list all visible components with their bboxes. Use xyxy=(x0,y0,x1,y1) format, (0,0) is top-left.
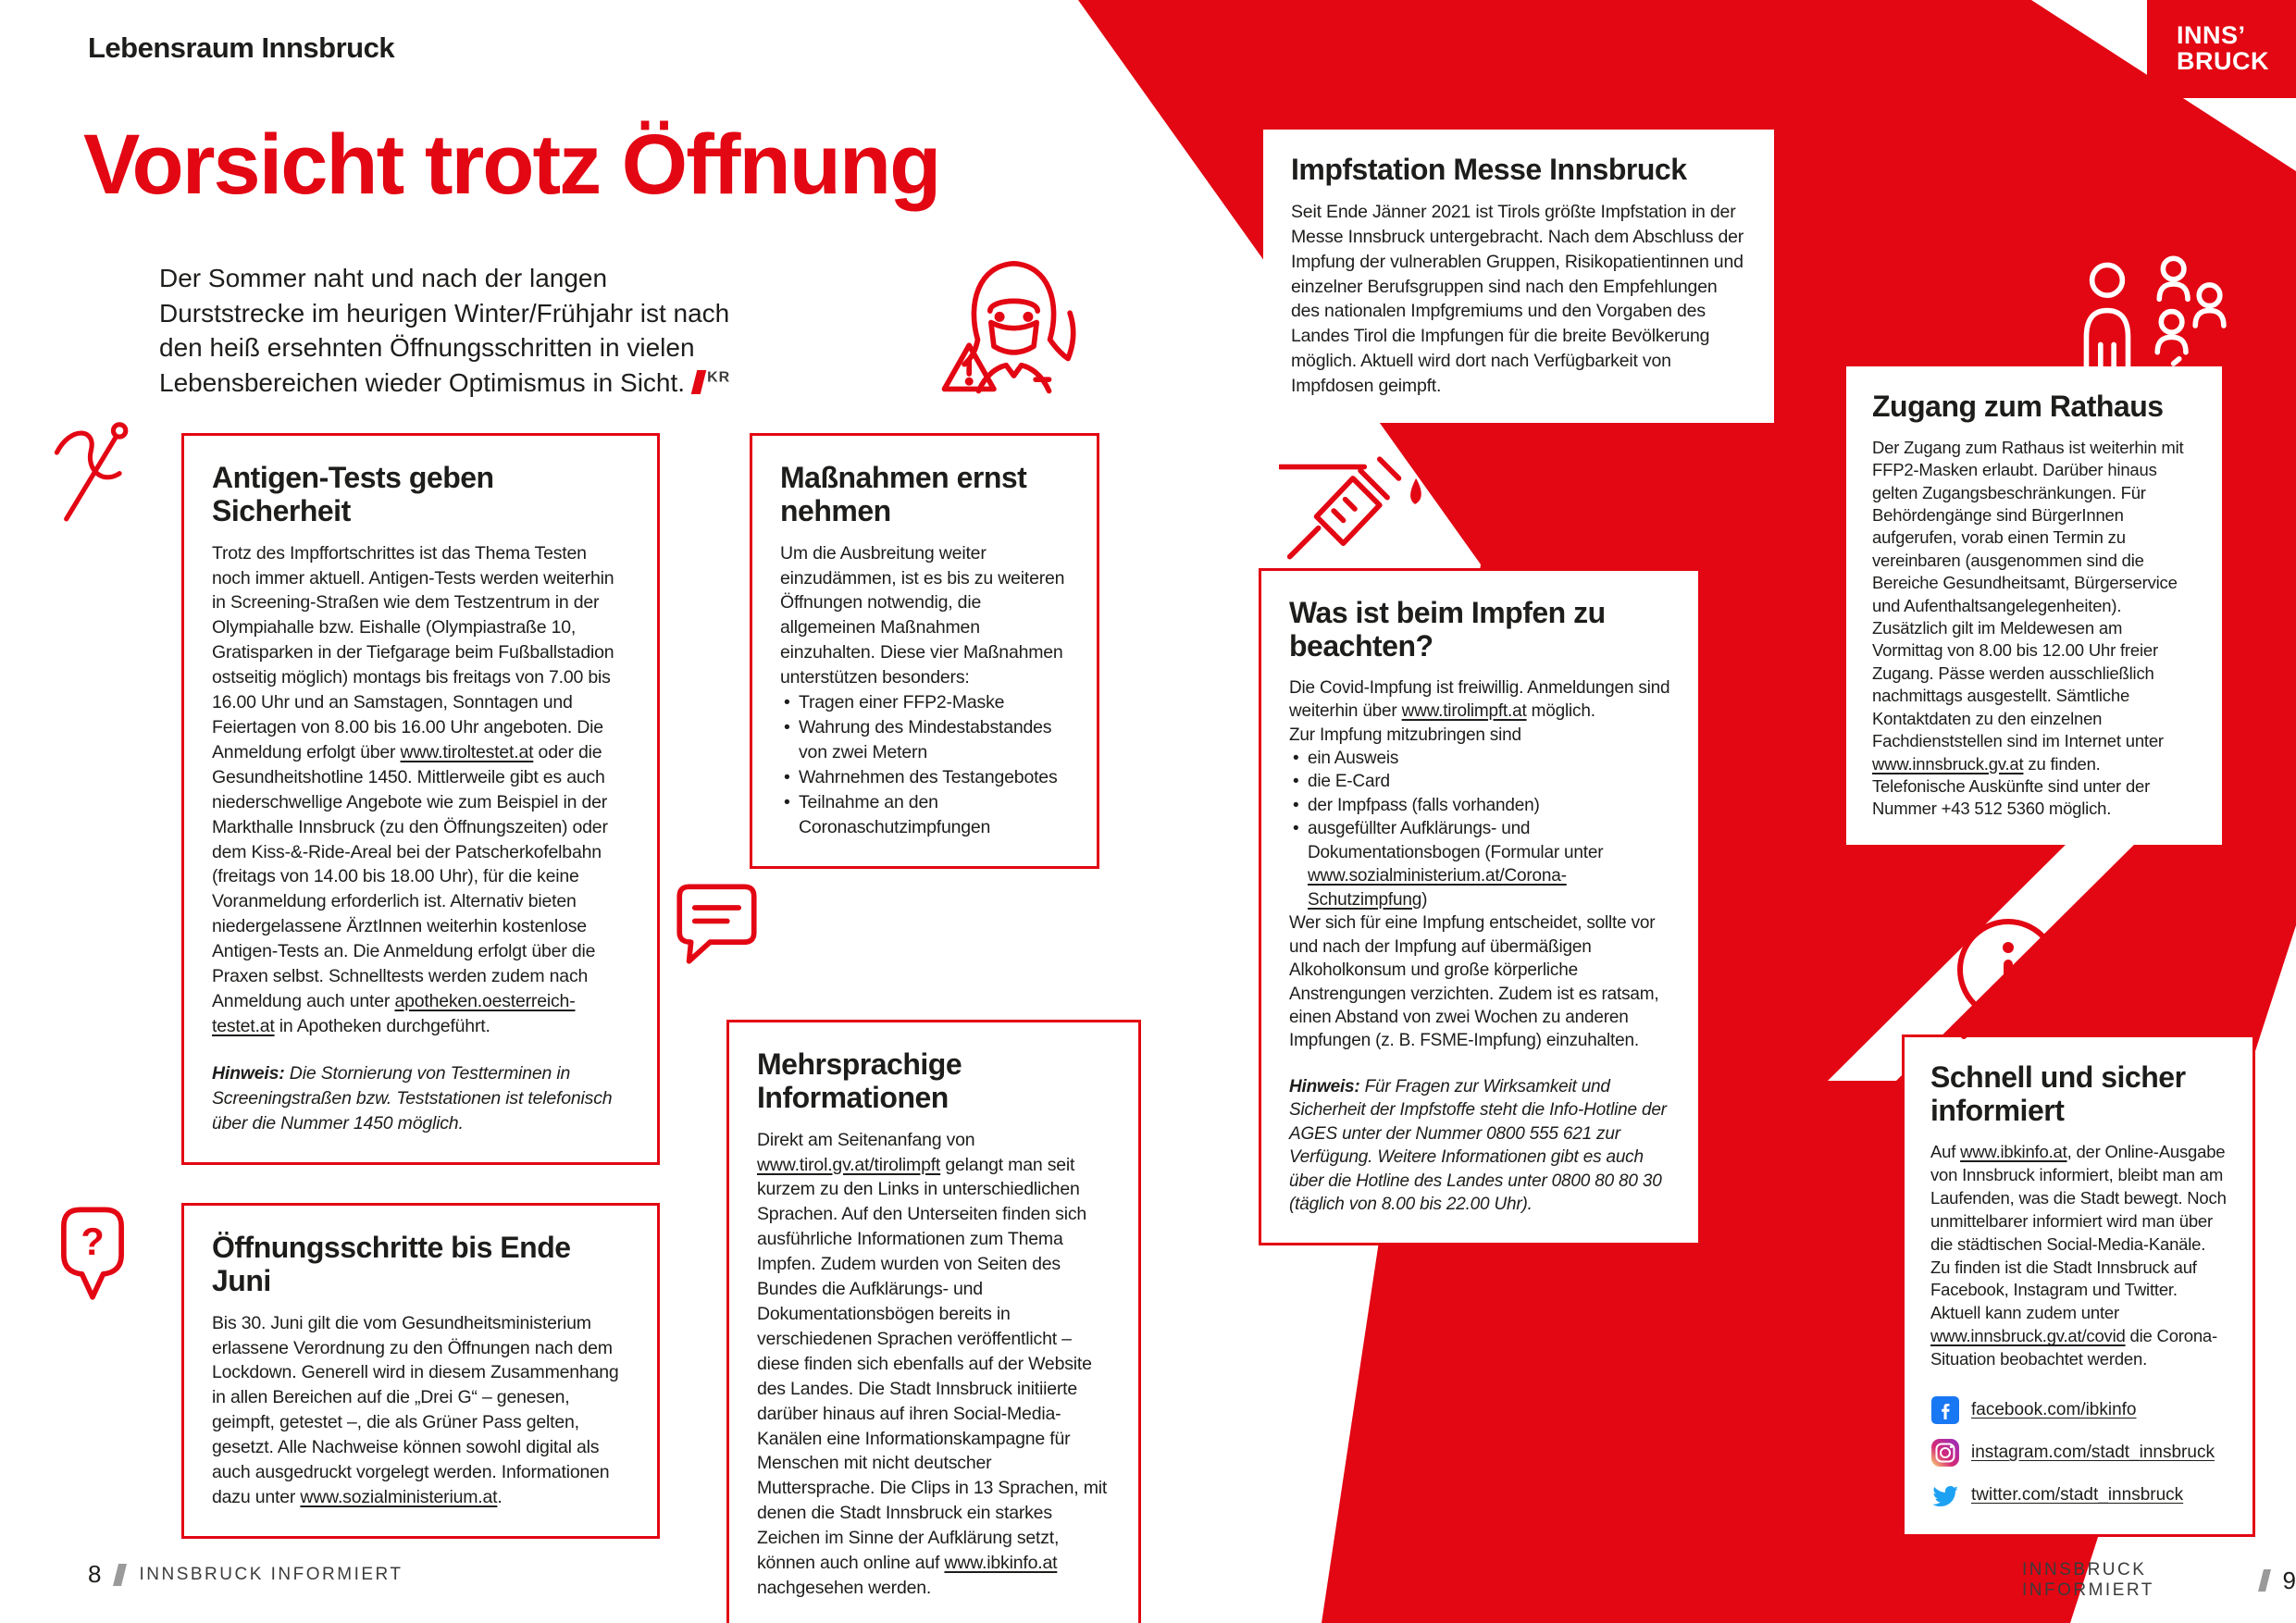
box-title: Mehrsprachige Informationen xyxy=(757,1047,962,1114)
box-title: Antigen-Tests geben Sicherheit xyxy=(212,461,494,527)
intro-text: Der Sommer naht und nach der langen Durs… xyxy=(159,264,730,397)
box-title: Öffnungsschritte bis Ende Juni xyxy=(212,1231,571,1297)
bullet-item: die E-Card xyxy=(1289,770,1670,794)
bullet-item: Wahrnehmen des Testangebotes xyxy=(780,765,1069,790)
inline-link[interactable]: apotheken.oesterreich-testet.at xyxy=(212,990,576,1036)
author-initials: KR xyxy=(707,369,731,386)
inline-link[interactable]: www.tirolimpft.at xyxy=(1401,701,1527,722)
inline-link[interactable]: www.innsbruck.gv.at/covid xyxy=(1930,1326,2126,1346)
logo-line1: INNS’ xyxy=(2177,21,2246,49)
bullet-item: ausgefüllter Aufklärungs- und Dokumentat… xyxy=(1289,817,1670,911)
bullet-item: Wahrung des Mindestabstandes von zwei Me… xyxy=(780,715,1069,765)
masked-woman-icon xyxy=(941,260,1076,394)
box-oeffnungsschritte: Öffnungsschritte bis Ende Juni Bis 30. J… xyxy=(181,1203,660,1539)
facebook-link[interactable]: facebook.com/ibkinfo xyxy=(1930,1395,2227,1425)
box-schnell-informiert: Schnell und sicher informiert Auf www.ib… xyxy=(1902,1035,2255,1538)
box-mehrsprachige-informationen: Mehrsprachige Informationen Direkt am Se… xyxy=(726,1020,1141,1623)
footer-right: INNSBRUCK INFORMIERT 9 xyxy=(2022,1560,2296,1601)
instagram-link[interactable]: instagram.com/stadt_innsbruck xyxy=(1930,1438,2227,1468)
box-body: Trotz des Impffortschrittes ist das Them… xyxy=(212,542,614,1036)
instagram-icon xyxy=(1931,1439,1959,1468)
inline-link[interactable]: www.sozialministerium.at xyxy=(300,1487,498,1507)
box-title: Was ist beim Impfen zu beachten? xyxy=(1289,596,1606,663)
section-eyebrow: Lebensraum Innsbruck xyxy=(88,31,395,64)
white-slash-shape xyxy=(1828,835,2144,1081)
box-title: Zugang zum Rathaus xyxy=(1872,390,2164,423)
box-impfstation: Impfstation Messe Innsbruck Seit Ende Jä… xyxy=(1263,130,1774,424)
inline-link[interactable]: www.tiroltestet.at xyxy=(400,741,534,762)
inline-link[interactable]: www.ibkinfo.at xyxy=(944,1553,1058,1574)
bullet-item: der Impfpass (falls vorhanden) xyxy=(1289,794,1670,818)
syringe-icon xyxy=(1279,456,1421,560)
box-zugang-rathaus: Zugang zum Rathaus Der Zugang zum Rathau… xyxy=(1846,366,2222,845)
box-massnahmen: Maßnahmen ernst nehmen Um die Ausbreitun… xyxy=(750,433,1099,869)
page-number: 9 xyxy=(2282,1566,2296,1594)
footer-left: 8 INNSBRUCK INFORMIERT xyxy=(88,1560,403,1589)
social-link-label[interactable]: instagram.com/stadt_innsbruck xyxy=(1971,1443,2215,1463)
box-hint: Hinweis: Die Stornierung von Testtermine… xyxy=(212,1062,613,1134)
box-body: Die Covid-Impfung ist freiwillig. Anmeld… xyxy=(1289,677,1670,722)
footer-slash-icon xyxy=(113,1563,128,1586)
page-title: Vorsicht trotz Öffnung xyxy=(83,118,941,212)
magazine-name: INNSBRUCK INFORMIERT xyxy=(2022,1560,2154,1600)
social-link-label[interactable]: facebook.com/ibkinfo xyxy=(1971,1400,2137,1420)
box-body: Wer sich für eine Impfung entscheidet, s… xyxy=(1289,913,1659,1051)
footer-slash-icon xyxy=(2257,1569,2271,1592)
inline-link[interactable]: www.ibkinfo.at xyxy=(1960,1141,2067,1161)
svg-text:?: ? xyxy=(81,1220,104,1263)
box-antigen-tests: Antigen-Tests geben Sicherheit Trotz des… xyxy=(181,433,660,1165)
twitter-icon xyxy=(1932,1486,1958,1507)
people-distance-icon xyxy=(2083,255,2227,393)
page-number: 8 xyxy=(88,1560,102,1588)
inline-link[interactable]: www.tirol.gv.at/tirolimpft xyxy=(757,1154,941,1175)
swab-icon xyxy=(54,422,129,522)
intro-paragraph: Der Sommer naht und nach der langen Durs… xyxy=(159,261,751,400)
box-body: Bis 30. Juni gilt die vom Gesundheitsmin… xyxy=(212,1312,619,1507)
logo-line2: BRUCK xyxy=(2177,47,2269,76)
box-body: Direkt am Seitenanfang von www.tirol.gv.… xyxy=(757,1129,1108,1598)
magazine-name: INNSBRUCK INFORMIERT xyxy=(139,1564,403,1584)
box-impfen-beachten: Was ist beim Impfen zu beachten? Die Cov… xyxy=(1259,568,1701,1245)
box-body: Zur Impfung mitzubringen sind xyxy=(1289,725,1521,745)
bullet-item: ein Ausweis xyxy=(1289,747,1670,771)
social-link-label[interactable]: twitter.com/stadt_innsbruck xyxy=(1971,1485,2184,1505)
box-title: Maßnahmen ernst nehmen xyxy=(780,461,1027,527)
bullet-item: Teilnahme an den Coronaschutzimpfungen xyxy=(780,790,1069,840)
massnahmen-bullets: Tragen einer FFP2-Maske Wahrung des Mind… xyxy=(780,690,1069,839)
box-hint: Hinweis: Für Fragen zur Wirksamkeit und … xyxy=(1289,1076,1667,1215)
speech-bubble-icon xyxy=(676,884,757,964)
social-links: facebook.com/ibkinfo instagram.com/stadt… xyxy=(1930,1395,2227,1510)
box-title: Schnell und sicher informiert xyxy=(1930,1060,2186,1127)
box-body: Auf www.ibkinfo.at, der Online-Ausgabe v… xyxy=(1930,1141,2227,1369)
facebook-icon xyxy=(1931,1396,1959,1425)
impfen-bullets: ein Ausweis die E-Card der Impfpass (fal… xyxy=(1289,747,1670,911)
info-bubble-icon xyxy=(1957,919,2059,1039)
box-body: Um die Ausbreitung weiter einzudämmen, i… xyxy=(780,542,1065,688)
innsbruck-logo: INNS’ BRUCK xyxy=(2147,0,2296,98)
box-body: Der Zugang zum Rathaus ist weiterhin mit… xyxy=(1872,437,2184,819)
inline-link[interactable]: www.sozialministerium.at/Corona-Schutzim… xyxy=(1308,866,1567,910)
box-body: Seit Ende Jänner 2021 ist Tirols größte … xyxy=(1291,201,1744,397)
inline-link[interactable]: www.innsbruck.gv.at xyxy=(1872,753,2024,774)
box-title: Impfstation Messe Innsbruck xyxy=(1291,153,1687,186)
red-slash-icon xyxy=(690,369,707,394)
bullet-item: Tragen einer FFP2-Maske xyxy=(780,690,1069,715)
question-pin-icon: ? xyxy=(61,1207,124,1300)
twitter-link[interactable]: twitter.com/stadt_innsbruck xyxy=(1930,1481,2227,1510)
